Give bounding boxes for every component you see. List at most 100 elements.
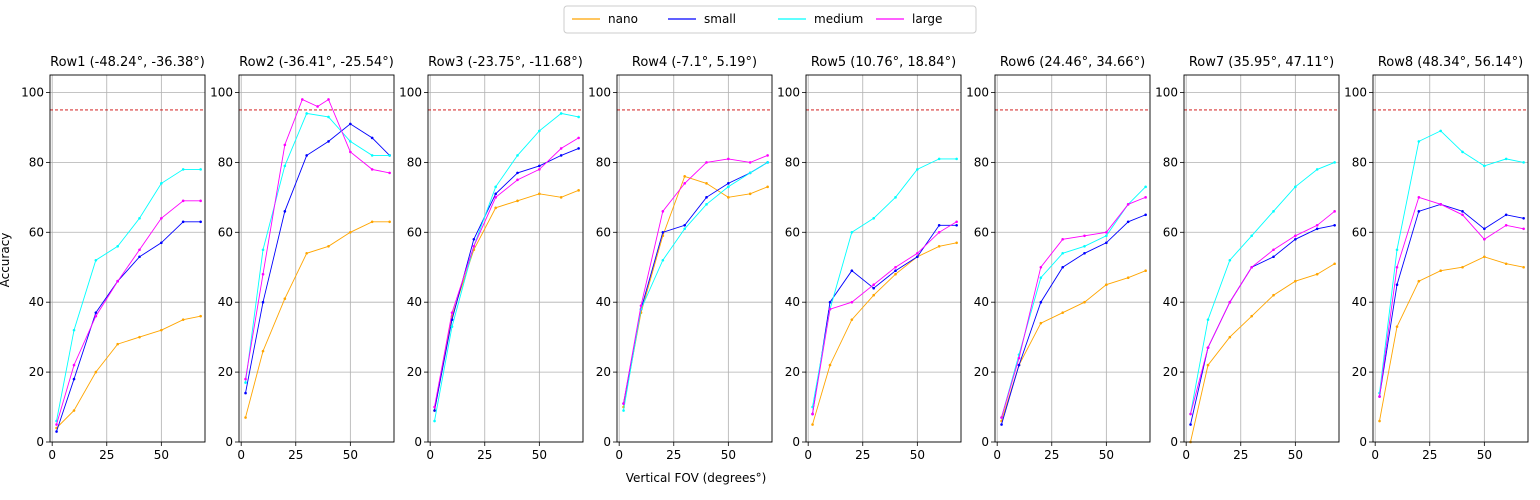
data-point-medium bbox=[622, 409, 625, 412]
data-point-medium bbox=[1206, 318, 1210, 321]
data-point-large bbox=[577, 136, 580, 140]
data-point-large bbox=[160, 217, 163, 220]
data-point-small bbox=[244, 391, 247, 395]
y-tick-label: 20 bbox=[596, 365, 611, 379]
series-line-nano bbox=[56, 315, 201, 429]
data-point-large bbox=[1189, 412, 1192, 416]
data-point-nano bbox=[1294, 279, 1297, 283]
data-point-small bbox=[1272, 255, 1275, 259]
legend-label-small: small bbox=[704, 12, 736, 26]
panel-title: Row7 (35.95°, 47.11°) bbox=[1189, 55, 1334, 70]
data-point-small bbox=[55, 430, 58, 433]
data-point-nano bbox=[516, 199, 519, 203]
x-tick-label: 25 bbox=[99, 448, 114, 462]
data-point-large bbox=[1000, 416, 1003, 419]
y-tick-label: 40 bbox=[1163, 295, 1178, 309]
series-line-large bbox=[56, 200, 201, 425]
series-line-large bbox=[1190, 210, 1335, 415]
x-tick-label: 0 bbox=[48, 448, 56, 462]
data-point-large bbox=[283, 143, 287, 147]
data-point-large bbox=[766, 154, 769, 157]
data-point-large bbox=[916, 251, 919, 255]
y-tick-label: 100 bbox=[399, 85, 422, 99]
data-point-nano bbox=[199, 314, 202, 318]
data-point-small bbox=[1315, 227, 1319, 231]
data-point-large bbox=[872, 283, 875, 287]
data-point-nano bbox=[828, 363, 832, 367]
data-point-small bbox=[683, 223, 686, 227]
data-point-large bbox=[1126, 203, 1130, 206]
data-point-nano bbox=[811, 423, 814, 426]
y-tick-label: 0 bbox=[792, 435, 800, 449]
y-tick-label: 20 bbox=[407, 365, 422, 379]
data-point-small bbox=[1417, 210, 1421, 213]
x-tick-label: 50 bbox=[910, 448, 925, 462]
data-point-large bbox=[450, 311, 454, 314]
data-point-nano bbox=[370, 220, 374, 224]
data-point-nano bbox=[305, 251, 308, 255]
data-point-large bbox=[1061, 237, 1064, 241]
y-tick-label: 80 bbox=[29, 155, 44, 169]
data-point-medium bbox=[199, 168, 202, 171]
data-point-medium bbox=[1417, 140, 1421, 143]
data-point-large bbox=[388, 171, 391, 175]
data-point-nano bbox=[283, 297, 287, 300]
panel-frame bbox=[994, 74, 1151, 443]
data-point-medium bbox=[538, 129, 541, 133]
data-point-large bbox=[894, 265, 897, 269]
data-point-medium bbox=[388, 154, 391, 157]
series-line-medium bbox=[434, 112, 579, 422]
data-point-small bbox=[894, 269, 897, 273]
y-axis-label: Accuracy bbox=[0, 233, 12, 288]
data-point-nano bbox=[1039, 321, 1043, 325]
data-point-nano bbox=[244, 416, 247, 419]
y-tick-label: 100 bbox=[1344, 85, 1367, 99]
legend-label-nano: nano bbox=[608, 12, 638, 26]
y-tick-label: 60 bbox=[1163, 225, 1178, 239]
data-point-medium bbox=[433, 419, 436, 423]
data-point-nano bbox=[1105, 283, 1108, 287]
data-point-small bbox=[1189, 423, 1192, 426]
data-point-small bbox=[94, 311, 98, 314]
data-point-small bbox=[850, 269, 854, 273]
data-point-medium bbox=[559, 112, 563, 115]
data-point-large bbox=[472, 244, 476, 248]
data-point-large bbox=[1039, 265, 1043, 269]
y-tick-label: 0 bbox=[1170, 435, 1178, 449]
data-point-nano bbox=[538, 192, 541, 196]
data-point-medium bbox=[916, 168, 919, 171]
data-point-small bbox=[370, 136, 374, 140]
x-tick-label: 0 bbox=[237, 448, 245, 462]
panel-frame bbox=[805, 74, 962, 443]
data-point-nano bbox=[850, 318, 854, 321]
data-point-nano bbox=[1504, 262, 1508, 266]
data-point-nano bbox=[937, 244, 941, 248]
y-tick-label: 60 bbox=[785, 225, 800, 239]
data-point-small bbox=[828, 300, 832, 304]
data-point-large bbox=[199, 199, 202, 203]
data-point-small bbox=[472, 237, 476, 241]
y-tick-label: 0 bbox=[225, 435, 233, 449]
series-line-small bbox=[812, 224, 957, 415]
y-tick-label: 60 bbox=[596, 225, 611, 239]
data-point-nano bbox=[181, 318, 185, 321]
y-tick-label: 80 bbox=[974, 155, 989, 169]
data-point-large bbox=[316, 105, 319, 108]
x-tick-label: 0 bbox=[615, 448, 623, 462]
y-tick-label: 60 bbox=[1352, 225, 1367, 239]
x-axis-label: Vertical FOV (degrees°) bbox=[626, 471, 767, 485]
data-point-large bbox=[1483, 237, 1486, 241]
data-point-large bbox=[1315, 223, 1319, 227]
panel-title: Row4 (-7.1°, 5.19°) bbox=[632, 55, 757, 70]
panel-frame bbox=[616, 74, 773, 443]
data-point-large bbox=[349, 150, 352, 154]
data-point-nano bbox=[388, 220, 391, 224]
data-point-medium bbox=[327, 115, 330, 119]
data-point-large bbox=[94, 314, 98, 318]
y-tick-label: 80 bbox=[1163, 155, 1178, 169]
data-point-large bbox=[1439, 203, 1442, 206]
data-point-large bbox=[1272, 248, 1275, 252]
data-point-nano bbox=[349, 230, 352, 234]
data-point-nano bbox=[160, 328, 163, 332]
